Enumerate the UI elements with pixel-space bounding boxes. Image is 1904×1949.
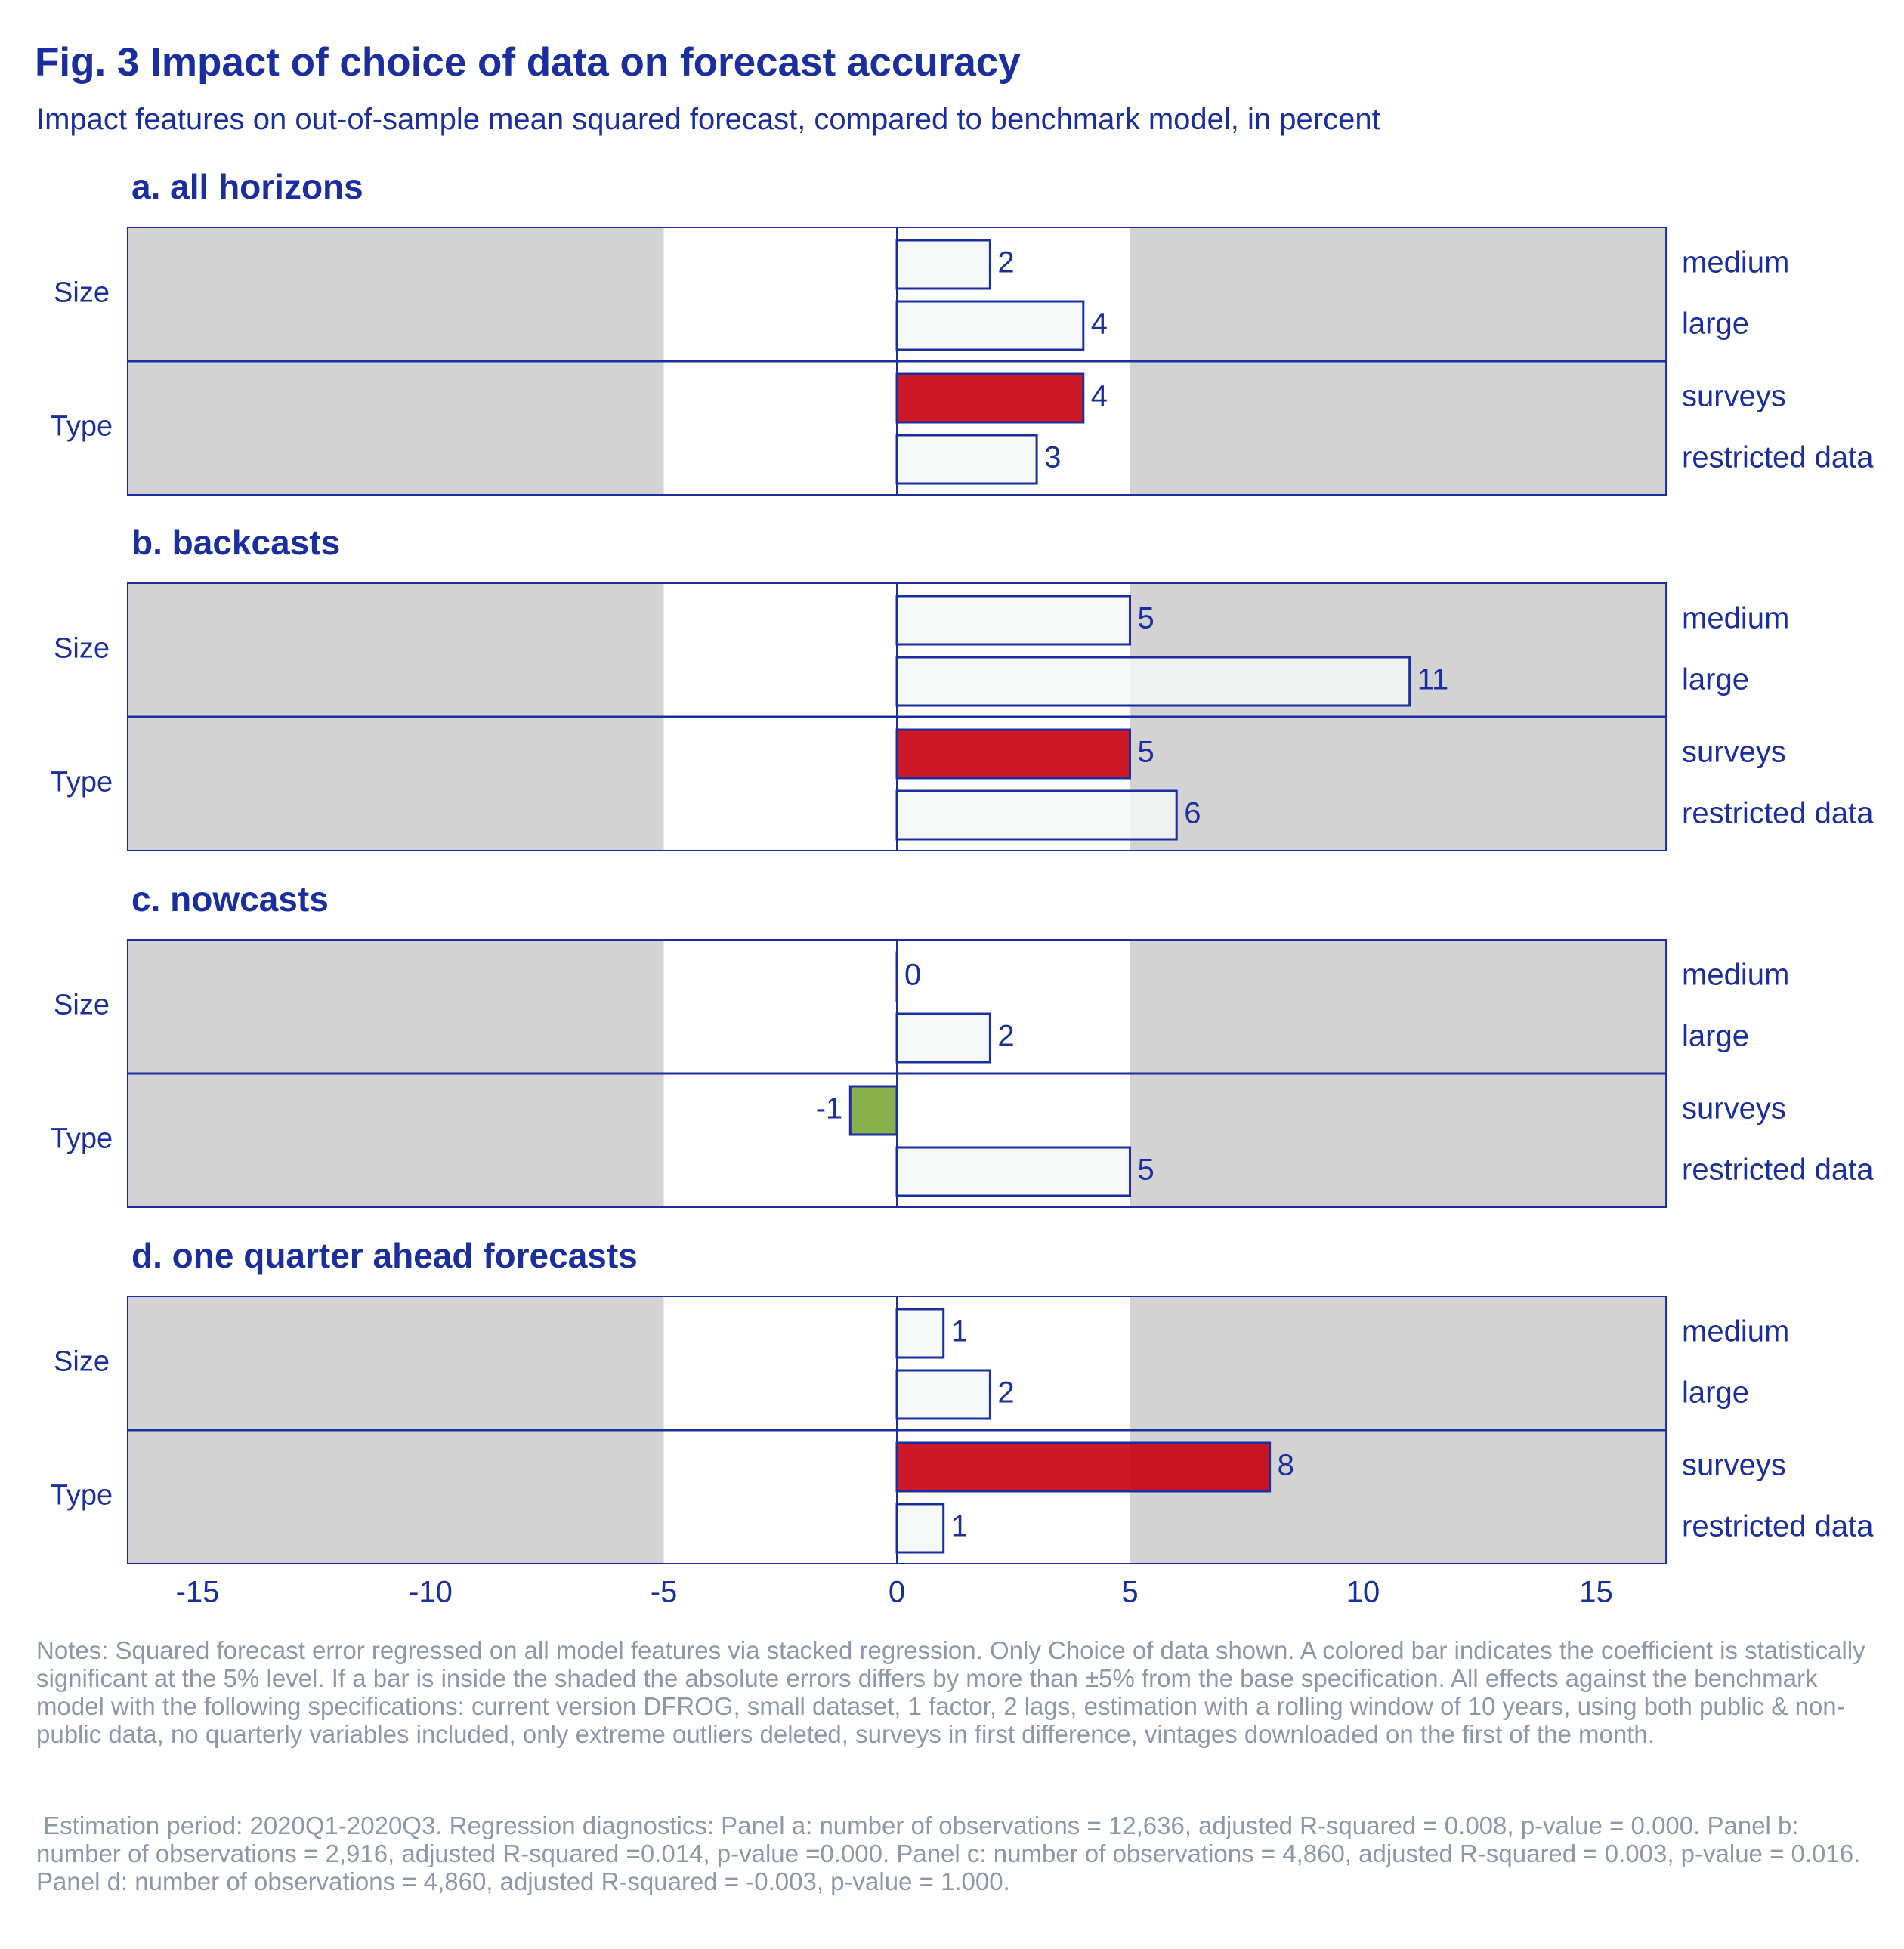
panel-title: b. backcasts — [131, 523, 340, 562]
group-label: Size — [54, 990, 110, 1021]
row-label: medium — [1682, 246, 1789, 280]
data-label: -1 — [816, 1092, 843, 1126]
bar — [895, 372, 1085, 424]
row-label: surveys — [1682, 380, 1786, 413]
bar — [848, 1085, 898, 1136]
x-tick-label: -10 — [409, 1576, 453, 1609]
figure-subtitle: Impact features on out-of-sample mean sq… — [36, 103, 1380, 136]
data-label: 2 — [997, 1376, 1014, 1410]
panel-frame — [126, 582, 1668, 851]
data-label: 6 — [1184, 797, 1201, 830]
data-label: 4 — [1091, 380, 1108, 413]
data-label: 5 — [1138, 602, 1154, 635]
regression-diagnostics: Estimation period: 2020Q1-2020Q3. Regres… — [36, 1812, 1868, 1895]
bar — [895, 434, 1038, 485]
row-label: medium — [1682, 1315, 1789, 1348]
data-label: 4 — [1091, 307, 1108, 341]
panel-frame — [126, 1296, 1668, 1564]
bar — [895, 1441, 1272, 1493]
bar — [895, 1369, 991, 1420]
group-label: Type — [51, 1480, 113, 1512]
x-tick-label: 0 — [889, 1576, 905, 1609]
panel-frame — [126, 939, 1668, 1208]
bar — [895, 1503, 945, 1554]
group-label: Size — [54, 1346, 110, 1378]
data-label: 2 — [997, 246, 1014, 280]
bar — [895, 239, 991, 290]
chart-notes: Notes: Squared forecast error regressed … — [36, 1636, 1865, 1748]
group-label: Type — [51, 1123, 113, 1155]
row-label: restricted data — [1682, 797, 1874, 830]
row-label: medium — [1682, 959, 1789, 992]
row-label: large — [1682, 1020, 1749, 1053]
row-label: surveys — [1682, 1092, 1786, 1126]
bar — [895, 789, 1178, 841]
group-label: Size — [54, 633, 110, 665]
row-label: restricted data — [1682, 1154, 1874, 1187]
panel-title: c. nowcasts — [131, 879, 329, 919]
x-tick-label: 15 — [1579, 1576, 1613, 1609]
data-label: 5 — [1138, 1154, 1154, 1187]
row-label: restricted data — [1682, 1510, 1874, 1543]
bar — [895, 595, 1131, 646]
bar — [895, 1146, 1131, 1197]
group-label: Type — [51, 411, 113, 443]
row-label: restricted data — [1682, 441, 1874, 474]
figure-title: Fig. 3 Impact of choice of data on forec… — [35, 40, 1021, 85]
row-label: large — [1682, 307, 1749, 341]
row-label: large — [1682, 663, 1749, 697]
panel-title: a. all horizons — [131, 167, 363, 206]
row-label: surveys — [1682, 1449, 1786, 1482]
panel-title: d. one quarter ahead forecasts — [131, 1236, 638, 1275]
bar-chart: a. all horizons Size 2 medium 4 large Type 4 sur… — [51, 167, 1874, 1609]
x-tick-label: -15 — [176, 1576, 220, 1609]
data-label: 5 — [1138, 736, 1154, 769]
data-label: 8 — [1278, 1449, 1294, 1482]
data-label: 3 — [1044, 441, 1061, 474]
bar — [895, 1308, 945, 1359]
data-label: 0 — [904, 959, 921, 992]
bar — [895, 951, 898, 1002]
data-label: 11 — [1417, 663, 1449, 697]
x-tick-label: 10 — [1346, 1576, 1380, 1609]
bar — [895, 656, 1411, 707]
x-tick-label: 5 — [1121, 1576, 1138, 1609]
data-label: 1 — [951, 1510, 968, 1543]
row-label: large — [1682, 1376, 1749, 1410]
group-label: Size — [54, 277, 110, 309]
row-label: surveys — [1682, 736, 1786, 769]
bar — [895, 728, 1131, 780]
bar — [895, 1012, 991, 1064]
data-label: 1 — [951, 1315, 968, 1348]
row-label: medium — [1682, 602, 1789, 635]
group-label: Type — [51, 767, 113, 798]
panel-frame — [126, 227, 1668, 496]
bar — [895, 300, 1085, 351]
data-label: 2 — [997, 1020, 1014, 1053]
x-tick-label: -5 — [651, 1576, 678, 1609]
